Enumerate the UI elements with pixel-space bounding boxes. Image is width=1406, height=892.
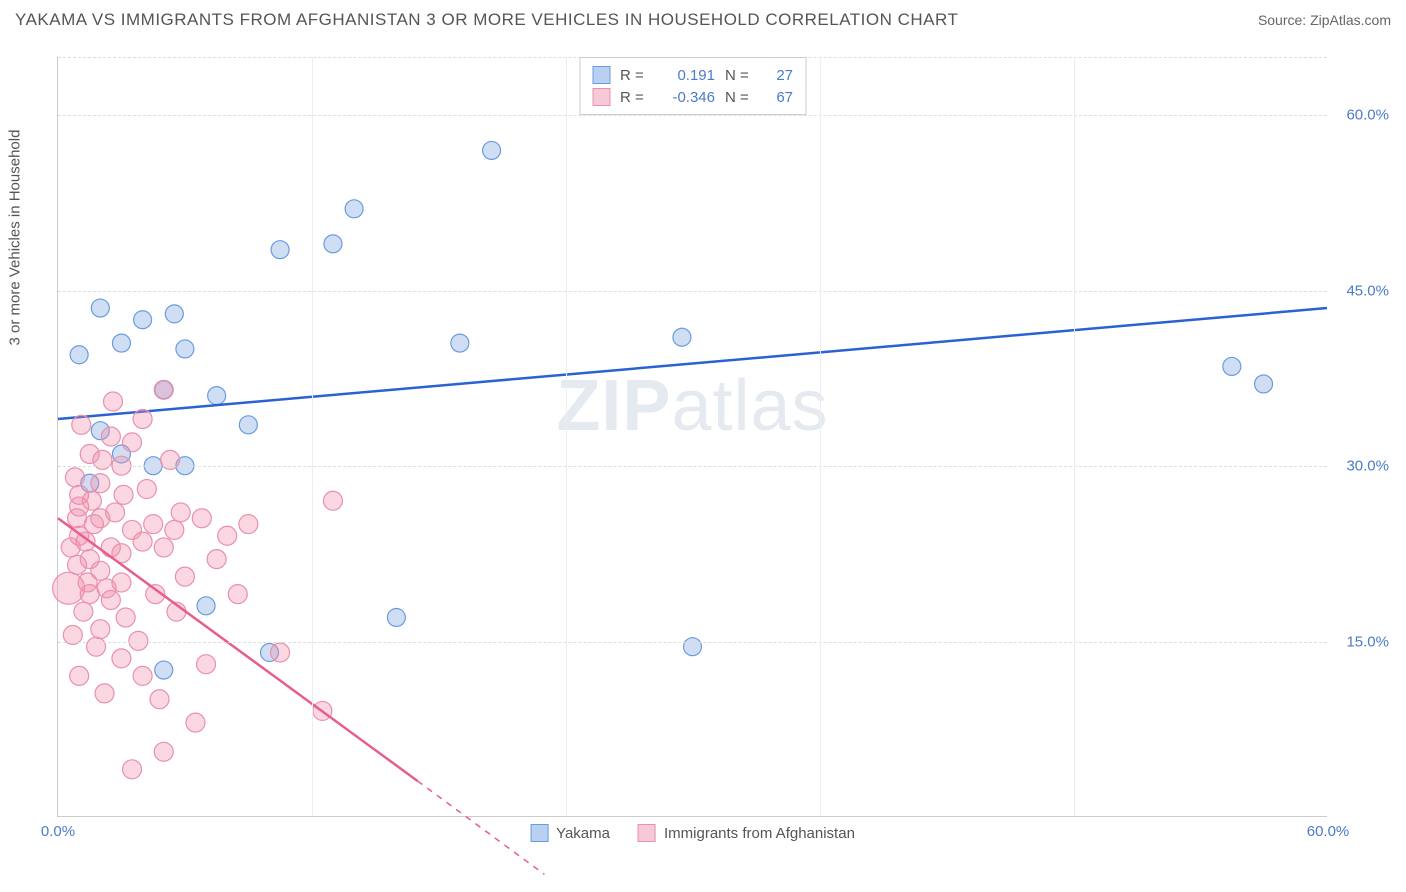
scatter-point-series-0 [345,200,363,218]
scatter-point-series-1 [154,380,173,399]
scatter-point-series-0 [165,305,183,323]
x-tick-label: 60.0% [1307,823,1350,840]
scatter-point-series-1 [171,503,190,522]
scatter-point-series-1 [91,620,110,639]
scatter-point-series-1 [91,474,110,493]
scatter-point-series-1 [154,742,173,761]
scatter-point-series-1 [207,550,226,569]
scatter-point-series-0 [155,661,173,679]
scatter-point-series-1 [154,538,173,557]
scatter-point-series-0 [673,328,691,346]
scatter-point-series-0 [451,334,469,352]
y-tick-label: 15.0% [1346,633,1389,650]
scatter-point-series-0 [112,334,130,352]
scatter-point-series-1 [144,515,163,534]
scatter-point-series-1 [186,713,205,732]
trend-line-series-1 [58,518,418,781]
scatter-point-series-1 [70,666,89,685]
scatter-point-series-1 [323,491,342,510]
gridline-v [566,57,567,816]
scatter-point-series-1 [218,526,237,545]
legend-row-series-0: R = 0.191 N = 27 [592,64,793,86]
gridline-h [58,291,1327,292]
scatter-point-series-0 [239,416,257,434]
gridline-h [58,466,1327,467]
chart-title: YAKAMA VS IMMIGRANTS FROM AFGHANISTAN 3 … [15,10,958,30]
scatter-point-series-1 [192,509,211,528]
scatter-point-series-1 [87,637,106,656]
scatter-point-series-1 [133,409,152,428]
scatter-point-series-0 [208,387,226,405]
scatter-point-series-1 [228,585,247,604]
scatter-point-series-0 [176,340,194,358]
scatter-point-series-1 [239,515,258,534]
scatter-point-series-1 [82,491,101,510]
scatter-point-series-0 [70,346,88,364]
scatter-point-series-1 [133,666,152,685]
scatter-point-series-1 [106,503,125,522]
scatter-point-series-0 [483,141,501,159]
scatter-point-series-1 [97,579,116,598]
correlation-legend: R = 0.191 N = 27 R = -0.346 N = 67 [579,57,806,115]
scatter-point-series-0 [91,299,109,317]
scatter-point-series-1 [165,520,184,539]
scatter-point-series-1 [116,608,135,627]
scatter-point-series-1 [123,433,142,452]
scatter-point-series-1 [65,468,84,487]
legend-row-series-1: R = -0.346 N = 67 [592,86,793,108]
scatter-point-series-1 [123,760,142,779]
gridline-h [58,642,1327,643]
scatter-point-series-0 [197,597,215,615]
scatter-point-series-1 [61,538,80,557]
scatter-point-series-1 [84,515,103,534]
source-label: Source: ZipAtlas.com [1258,12,1391,28]
plot-area: ZIPatlas R = 0.191 N = 27 R = -0.346 N =… [57,57,1327,817]
scatter-point-series-1 [78,573,97,592]
y-tick-label: 30.0% [1346,458,1389,475]
legend-item-0: Yakama [530,824,610,842]
scatter-point-series-1 [101,427,120,446]
scatter-point-series-1 [133,532,152,551]
gridline-v [820,57,821,816]
trend-line-series-0 [58,308,1327,419]
scatter-point-series-0 [324,235,342,253]
scatter-point-series-1 [74,602,93,621]
y-tick-label: 60.0% [1346,107,1389,124]
scatter-point-series-0 [387,609,405,627]
scatter-point-series-1 [150,690,169,709]
y-tick-label: 45.0% [1346,282,1389,299]
scatter-point-series-1 [114,485,133,504]
scatter-point-series-1 [112,649,131,668]
swatch-bottom-0 [530,824,548,842]
scatter-point-series-1 [271,643,290,662]
scatter-point-series-0 [684,638,702,656]
plot-container: 3 or more Vehicles in Household ZIPatlas… [45,45,1385,845]
scatter-point-series-0 [1223,357,1241,375]
scatter-point-series-1 [68,509,87,528]
x-tick-label: 0.0% [41,823,75,840]
series-legend: Yakama Immigrants from Afghanistan [530,824,855,842]
scatter-point-series-1 [175,567,194,586]
data-layer [58,57,1327,816]
scatter-point-series-1 [137,480,156,499]
scatter-point-series-1 [95,684,114,703]
legend-item-1: Immigrants from Afghanistan [638,824,855,842]
scatter-point-series-1 [68,555,87,574]
gridline-v [312,57,313,816]
scatter-point-series-1 [197,655,216,674]
scatter-point-series-0 [271,241,289,259]
swatch-series-0 [592,66,610,84]
swatch-bottom-1 [638,824,656,842]
scatter-point-series-1 [103,392,122,411]
swatch-series-1 [592,88,610,106]
trend-line-dash-series-1 [418,781,545,874]
gridline-v [1074,57,1075,816]
gridline-h [58,115,1327,116]
y-axis-label: 3 or more Vehicles in Household [7,130,24,346]
scatter-point-series-1 [72,415,91,434]
scatter-point-series-0 [134,311,152,329]
scatter-point-series-0 [1255,375,1273,393]
